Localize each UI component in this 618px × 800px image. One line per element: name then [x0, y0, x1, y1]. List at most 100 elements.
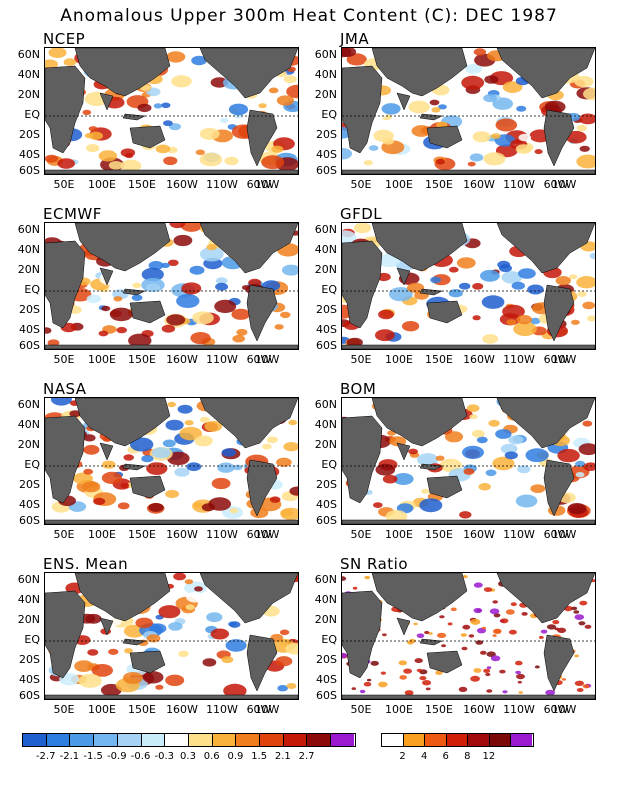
- lon-tick-label: 50E: [53, 528, 75, 541]
- map-frame: [44, 572, 299, 700]
- lon-tick-label: 60W: [246, 353, 272, 366]
- lat-tick-label: 40S: [19, 498, 40, 511]
- lon-tick-label: 50E: [53, 703, 75, 716]
- lon-tick-label: 100E: [385, 178, 413, 191]
- lat-tick-label: 20N: [17, 438, 40, 451]
- lat-tick-label: 20S: [19, 303, 40, 316]
- map-svg: [45, 398, 298, 524]
- lat-tick-label: 60S: [316, 689, 337, 702]
- lat-tick-label: EQ: [24, 458, 40, 471]
- lat-tick-label: 60S: [19, 164, 40, 177]
- lat-tick-label: EQ: [24, 633, 40, 646]
- lat-tick-label: 60S: [316, 514, 337, 527]
- colorbar-swatch: [331, 734, 354, 746]
- lon-tick-label: 50E: [350, 178, 372, 191]
- map-panel-jma: JMA 60N 40N 20N EQ 20S 40S 60S 50E 100E 150E 160W 1…: [315, 30, 618, 200]
- colorbar-tick-label: 2.7: [298, 751, 315, 762]
- lat-tick-label: 20S: [19, 478, 40, 491]
- lat-tick-label: EQ: [321, 458, 337, 471]
- lon-tick-label: 160W: [166, 353, 198, 366]
- lon-tick-label: 160W: [463, 353, 495, 366]
- lon-tick-label: 150E: [128, 178, 156, 191]
- lat-tick-label: 40N: [314, 593, 337, 606]
- lon-tick-label: 100E: [88, 353, 116, 366]
- lat-tick-label: 40S: [19, 323, 40, 336]
- lat-tick-label: 60N: [17, 223, 40, 236]
- panel-title: ENS. Mean: [43, 555, 129, 573]
- colorbar-tick-label: -2.1: [59, 751, 80, 762]
- colorbar-swatch: [46, 734, 71, 746]
- colorbar-swatch: [70, 734, 95, 746]
- colorbar-tick-label: -0.3: [154, 751, 175, 762]
- map-frame: [341, 572, 596, 700]
- colorbar-tick-label: 4: [420, 751, 428, 762]
- lat-tick-label: 20N: [314, 263, 337, 276]
- lat-tick-label: 60S: [19, 339, 40, 352]
- lat-tick-label: 60N: [314, 48, 337, 61]
- map-panel-nasa: NASA 60N 40N 20N EQ 20S 40S 60S 50E 100E 150E 160W…: [18, 380, 339, 550]
- map-svg: [342, 573, 595, 699]
- map-frame: [44, 397, 299, 525]
- lat-tick-label: 60S: [316, 164, 337, 177]
- colorbar-tick-label: 0.3: [180, 751, 196, 762]
- colorbar-swatch: [382, 734, 404, 746]
- lat-tick-label: 20S: [316, 128, 337, 141]
- lat-tick-label: 60S: [316, 339, 337, 352]
- colorbar-tick-label: 2: [399, 751, 406, 762]
- panel-title: BOM: [340, 380, 377, 398]
- lon-tick-label: 100E: [385, 353, 413, 366]
- lon-tick-label: 160W: [166, 703, 198, 716]
- lon-tick-label: 160W: [463, 703, 495, 716]
- map-frame: [44, 47, 299, 175]
- colorbar-tick-label: -0.9: [107, 751, 127, 762]
- lon-tick-label: 60W: [246, 528, 272, 541]
- colorbar-swatch: [94, 734, 118, 746]
- lat-tick-label: EQ: [24, 283, 40, 296]
- lon-tick-label: 110W: [206, 703, 238, 716]
- lat-tick-label: EQ: [321, 283, 337, 296]
- colorbar-swatch: [236, 734, 261, 746]
- lat-tick-label: 40N: [314, 418, 337, 431]
- panel-title: SN Ratio: [340, 555, 409, 573]
- colorbar-tick-label: 12: [482, 751, 496, 762]
- lat-tick-label: EQ: [24, 108, 40, 121]
- lon-tick-label: 50E: [350, 703, 372, 716]
- lat-tick-label: 20S: [19, 128, 40, 141]
- lon-tick-label: 150E: [128, 353, 156, 366]
- colorbar-tick-label: 6: [442, 751, 449, 762]
- lon-tick-label: 50E: [53, 353, 75, 366]
- map-panel-ecmwf: ECMWF 60N 40N 20N EQ 20S 40S 60S 50E 100E 150E 160…: [18, 205, 339, 375]
- lat-tick-label: EQ: [321, 108, 337, 121]
- map-panel-gfdl: GFDL 60N 40N 20N EQ 20S 40S 60S 50E 100E 150E 160W…: [315, 205, 618, 375]
- colorbar-tick-label: -2.7: [35, 751, 56, 762]
- map-svg: [342, 223, 595, 349]
- lon-tick-label: 100E: [88, 528, 116, 541]
- lon-tick-label: 150E: [425, 528, 453, 541]
- panel-title: GFDL: [340, 205, 383, 223]
- lat-tick-label: 60N: [314, 223, 337, 236]
- lon-tick-label: 10W: [254, 353, 280, 366]
- lon-tick-label: 150E: [425, 178, 453, 191]
- lon-tick-label: 100E: [385, 703, 413, 716]
- lat-tick-label: 40S: [316, 148, 337, 161]
- panel-title: JMA: [340, 30, 370, 48]
- map-panel-bom: BOM 60N 40N 20N EQ 20S 40S 60S 50E 100E 150E 160W 1…: [315, 380, 618, 550]
- lat-tick-label: 40S: [316, 673, 337, 686]
- lon-tick-label: 50E: [350, 528, 372, 541]
- colorbar-tick-label: -0.6: [130, 751, 151, 762]
- lon-tick-label: 150E: [425, 703, 453, 716]
- colorbar-tick-label: 2.1: [274, 751, 291, 762]
- lon-tick-label: 160W: [463, 178, 495, 191]
- lat-tick-label: 60N: [17, 573, 40, 586]
- lon-tick-label: 10W: [254, 528, 280, 541]
- lat-tick-label: 40N: [17, 418, 40, 431]
- lat-tick-label: 60S: [19, 514, 40, 527]
- lon-tick-label: 110W: [206, 178, 238, 191]
- lat-tick-label: 40N: [17, 243, 40, 256]
- lat-tick-label: 40S: [316, 498, 337, 511]
- lon-tick-label: 100E: [385, 528, 413, 541]
- lon-tick-label: 10W: [254, 703, 280, 716]
- lat-tick-label: 20N: [314, 88, 337, 101]
- map-frame: [341, 397, 596, 525]
- lon-tick-label: 60W: [246, 703, 272, 716]
